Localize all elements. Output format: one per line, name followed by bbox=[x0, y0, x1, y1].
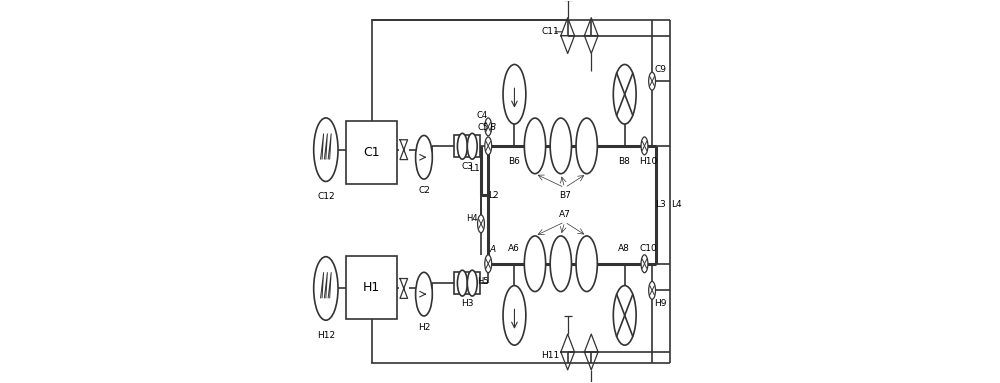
Ellipse shape bbox=[550, 236, 571, 291]
Ellipse shape bbox=[416, 136, 432, 179]
Text: H1: H1 bbox=[363, 281, 380, 294]
Ellipse shape bbox=[416, 272, 432, 316]
Text: H4: H4 bbox=[466, 214, 477, 223]
Bar bbox=[454, 272, 480, 294]
Bar bbox=[346, 256, 397, 319]
Ellipse shape bbox=[457, 133, 467, 159]
Ellipse shape bbox=[524, 236, 546, 291]
Ellipse shape bbox=[576, 236, 597, 291]
Bar bbox=[454, 135, 480, 157]
Text: B8: B8 bbox=[618, 157, 630, 165]
Text: L1: L1 bbox=[469, 164, 480, 173]
Text: H9: H9 bbox=[654, 299, 667, 308]
Ellipse shape bbox=[613, 286, 636, 345]
Ellipse shape bbox=[649, 72, 656, 90]
Ellipse shape bbox=[649, 282, 656, 299]
Text: C4: C4 bbox=[477, 111, 488, 120]
Text: C10: C10 bbox=[639, 244, 657, 253]
Ellipse shape bbox=[467, 270, 477, 296]
Ellipse shape bbox=[641, 137, 648, 155]
Text: H2: H2 bbox=[418, 323, 430, 332]
Ellipse shape bbox=[314, 118, 338, 182]
Ellipse shape bbox=[613, 64, 636, 124]
Text: L4: L4 bbox=[671, 200, 681, 209]
Ellipse shape bbox=[576, 118, 597, 173]
Text: A: A bbox=[490, 245, 496, 254]
Ellipse shape bbox=[478, 215, 484, 233]
Ellipse shape bbox=[485, 255, 492, 273]
Text: B6: B6 bbox=[508, 157, 520, 165]
Text: H5: H5 bbox=[477, 278, 489, 286]
Ellipse shape bbox=[485, 137, 492, 155]
Text: H3: H3 bbox=[461, 299, 474, 308]
Text: A8: A8 bbox=[618, 244, 630, 253]
Bar bbox=[346, 121, 397, 184]
Ellipse shape bbox=[457, 270, 467, 296]
Text: C11: C11 bbox=[542, 27, 559, 36]
Text: L2: L2 bbox=[488, 191, 498, 200]
Text: L3: L3 bbox=[655, 200, 666, 209]
Text: C5: C5 bbox=[477, 123, 488, 132]
Text: C1: C1 bbox=[363, 146, 380, 159]
Text: H10: H10 bbox=[639, 157, 657, 165]
Text: H12: H12 bbox=[317, 331, 335, 340]
Text: A6: A6 bbox=[508, 244, 520, 253]
Text: H11: H11 bbox=[541, 351, 560, 360]
Text: A7: A7 bbox=[559, 210, 571, 219]
Text: B: B bbox=[490, 123, 496, 132]
Ellipse shape bbox=[550, 118, 571, 173]
Text: B7: B7 bbox=[559, 191, 571, 200]
Ellipse shape bbox=[467, 133, 477, 159]
Ellipse shape bbox=[503, 286, 526, 345]
Ellipse shape bbox=[314, 257, 338, 320]
Ellipse shape bbox=[503, 64, 526, 124]
Text: C3: C3 bbox=[461, 162, 473, 171]
Ellipse shape bbox=[524, 118, 546, 173]
Ellipse shape bbox=[485, 118, 492, 136]
Text: C9: C9 bbox=[654, 65, 666, 74]
Text: C12: C12 bbox=[317, 192, 335, 201]
Text: C2: C2 bbox=[418, 186, 430, 195]
Ellipse shape bbox=[641, 255, 648, 273]
